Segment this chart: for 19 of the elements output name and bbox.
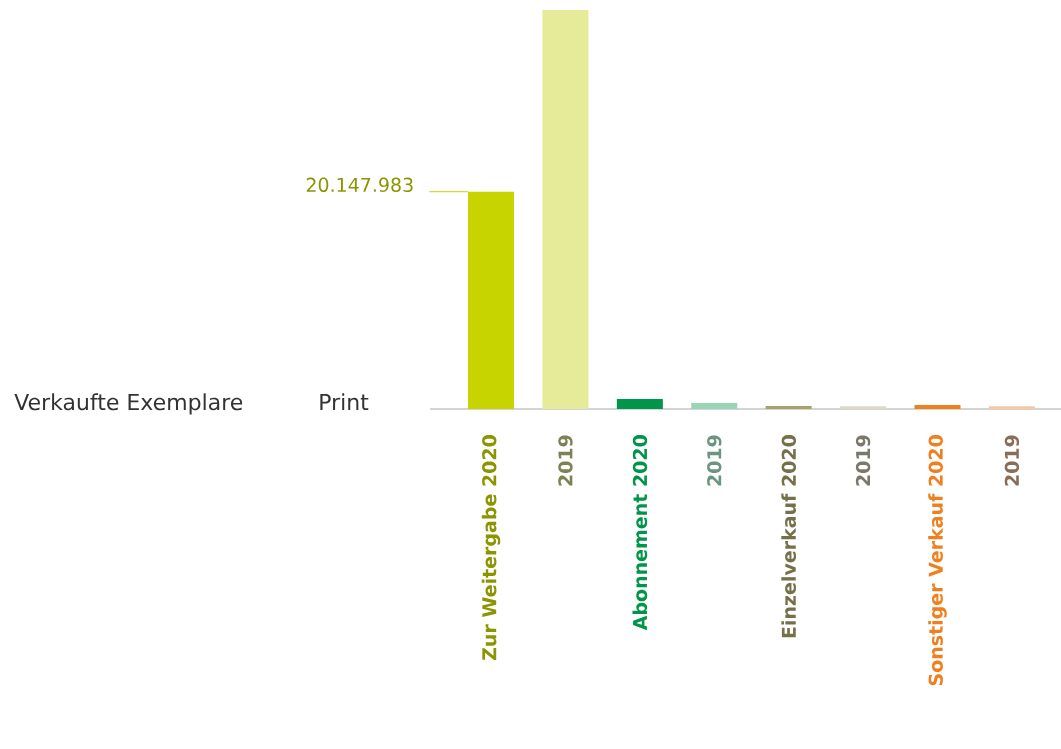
x-tick-label: 2019 bbox=[707, 435, 722, 486]
x-tick-label: 2019 bbox=[1004, 435, 1020, 486]
data-label: 20.147.983 bbox=[306, 177, 413, 192]
x-tick-label: Zur Weitergabe 2020 bbox=[481, 435, 501, 661]
bar bbox=[691, 402, 738, 409]
x-tick-label: 2019 bbox=[855, 435, 871, 486]
bar bbox=[840, 406, 887, 409]
bar bbox=[468, 191, 515, 409]
text: Verkaufte Exemplare bbox=[14, 393, 243, 415]
bar bbox=[914, 405, 961, 409]
text: Print bbox=[320, 393, 369, 410]
x-tick-label: Einzelverkauf 2020 bbox=[781, 435, 797, 638]
x-tick-label: 2019 bbox=[558, 435, 573, 486]
x-tick-label: Sonstiger Verkauf 2020 bbox=[928, 435, 947, 686]
bar bbox=[765, 405, 812, 409]
bar bbox=[616, 398, 663, 409]
x-tick-label: Abonnement 2020 bbox=[632, 435, 648, 631]
bar bbox=[988, 406, 1035, 409]
bar bbox=[542, 10, 589, 409]
